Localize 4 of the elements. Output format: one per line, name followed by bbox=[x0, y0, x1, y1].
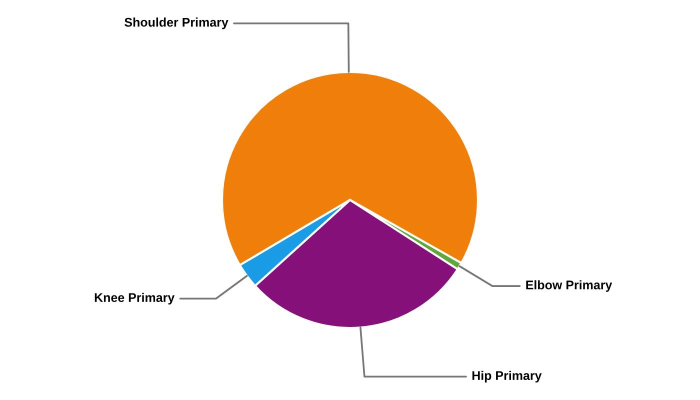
slice-label: Shoulder Primary bbox=[124, 18, 228, 30]
slice-label: Knee Primary bbox=[94, 292, 175, 304]
slice-label: Hip Primary bbox=[472, 370, 542, 382]
slice-label: Elbow Primary bbox=[526, 280, 612, 292]
